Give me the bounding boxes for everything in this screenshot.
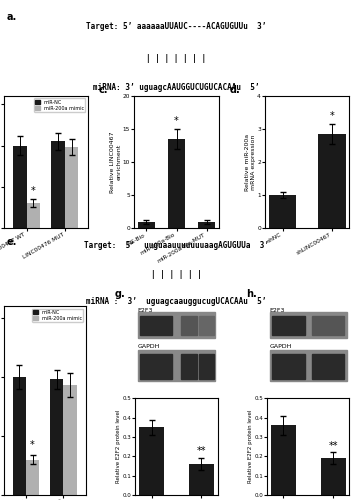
Bar (140, 354, 172, 379)
Bar (199, 316, 214, 336)
Bar (181, 316, 197, 336)
Bar (50, 380, 64, 495)
Y-axis label: Relative miR-200a
mRNA expression: Relative miR-200a mRNA expression (245, 134, 256, 190)
Bar (321, 458, 346, 495)
Y-axis label: Relative E2F2 protein level: Relative E2F2 protein level (248, 410, 253, 484)
Text: E2F3: E2F3 (270, 308, 285, 314)
Bar (64, 385, 77, 495)
Bar (312, 354, 344, 379)
Legend: miR-NC, miR-200a mimic: miR-NC, miR-200a mimic (34, 98, 85, 112)
Text: GAPDH: GAPDH (270, 344, 292, 349)
Bar (312, 316, 344, 336)
Bar (138, 350, 215, 381)
Bar (181, 354, 197, 379)
Text: | | | | | |: | | | | | | (151, 270, 202, 280)
Text: | | | | | | |: | | | | | | | (146, 54, 207, 64)
Text: **: ** (329, 440, 338, 450)
Text: *: * (30, 440, 35, 450)
Bar (318, 134, 346, 228)
Bar (138, 312, 215, 338)
Text: **: ** (197, 446, 206, 456)
Bar (140, 316, 172, 336)
Text: h.: h. (246, 288, 257, 298)
Text: Target: 5’ aaaaaaUUAUC----ACAGUGUUu  3’: Target: 5’ aaaaaaUUAUC----ACAGUGUUu 3’ (86, 22, 267, 31)
Bar (138, 222, 155, 228)
Bar (272, 354, 305, 379)
Text: a.: a. (7, 12, 17, 22)
Bar (26, 204, 40, 228)
Bar (189, 464, 214, 495)
Bar (270, 350, 347, 381)
Text: E2F3: E2F3 (138, 308, 153, 314)
Bar (139, 428, 164, 495)
Bar (168, 139, 185, 228)
Bar (199, 354, 214, 379)
Text: GAPDH: GAPDH (138, 344, 160, 349)
Legend: miR-NC, miR-200a mimic: miR-NC, miR-200a mimic (32, 308, 83, 322)
Bar (269, 195, 296, 228)
Text: Target:  5’  uuguaauuuuuuuaagAGUGUUa  3’: Target: 5’ uuguaauuuuuuuaagAGUGUUa 3’ (84, 240, 269, 250)
Text: d.: d. (230, 86, 240, 96)
Bar (272, 316, 305, 336)
Bar (13, 146, 26, 228)
Bar (26, 460, 39, 495)
Text: *: * (174, 116, 179, 126)
Text: e.: e. (7, 238, 17, 248)
Text: *: * (31, 186, 36, 196)
Bar (198, 222, 215, 228)
Bar (271, 426, 296, 495)
Y-axis label: Relative LINC00467
enrichment: Relative LINC00467 enrichment (110, 132, 121, 193)
Text: *: * (330, 110, 334, 120)
Bar (270, 312, 347, 338)
Text: miRNA: 3’ uguagcAAUGGUCUGUCACAAu  5’: miRNA: 3’ uguagcAAUGGUCUGUCACAAu 5’ (93, 83, 260, 92)
Text: c.: c. (99, 86, 108, 96)
Bar (52, 142, 65, 228)
Text: g.: g. (115, 288, 125, 298)
Bar (13, 377, 26, 495)
Y-axis label: Relative E2F2 protein level: Relative E2F2 protein level (116, 410, 121, 484)
Bar (65, 147, 78, 228)
Text: miRNA :  3’  uguagcaauggucugUCACAAu  5’: miRNA : 3’ uguagcaauggucugUCACAAu 5’ (86, 297, 267, 306)
